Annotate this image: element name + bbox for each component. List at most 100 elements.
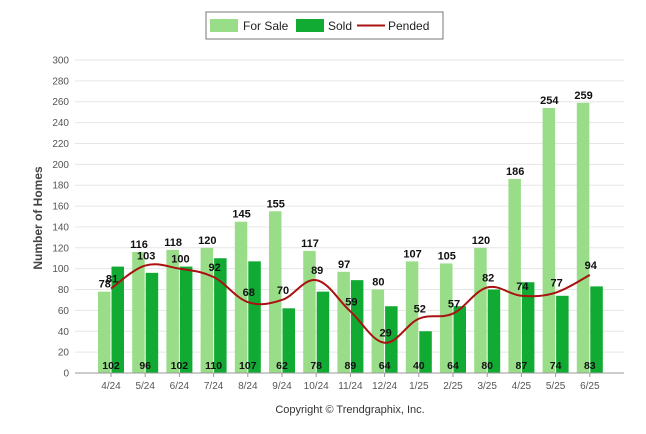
y-tick-label: 100 <box>52 264 69 275</box>
bar-sold <box>350 280 364 373</box>
data-label-sold: 102 <box>102 360 120 372</box>
bar-sold <box>453 306 466 373</box>
bar-sold <box>145 272 159 373</box>
data-label-sold: 89 <box>345 360 357 372</box>
x-tick-label: 1/25 <box>409 381 429 392</box>
pended-line <box>110 263 591 344</box>
x-tick-label: 5/24 <box>135 381 155 392</box>
data-label-pended: 92 <box>208 262 220 274</box>
pended-series-line <box>110 263 591 344</box>
x-tick-label: 5/25 <box>546 381 566 392</box>
data-label-sold: 107 <box>239 360 257 372</box>
x-tick-label: 3/25 <box>477 381 497 392</box>
data-label-pended: 29 <box>379 328 391 340</box>
data-label-pended: 70 <box>277 285 289 297</box>
y-tick-label: 300 <box>52 56 69 67</box>
y-tick-label: 260 <box>52 97 69 108</box>
x-tick-label: 6/25 <box>580 381 600 392</box>
bar-sold <box>248 261 261 373</box>
data-label-pended: 100 <box>171 254 189 266</box>
bar-for-sale <box>371 289 385 373</box>
bar-sold <box>282 308 295 373</box>
x-tick-label: 10/24 <box>304 381 329 392</box>
data-label-pended: 81 <box>106 273 118 285</box>
y-tick-label: 80 <box>58 285 70 296</box>
data-label-pended: 52 <box>414 304 426 316</box>
bar-for-sale <box>132 251 145 373</box>
y-tick-label: 180 <box>52 181 69 192</box>
data-label-for-sale: 186 <box>506 166 524 178</box>
data-label-sold: 78 <box>310 360 322 372</box>
y-tick-label: 240 <box>52 118 69 129</box>
data-label-pended: 103 <box>137 251 155 263</box>
x-tick-label: 12/24 <box>372 381 397 392</box>
y-tick-label: 60 <box>58 306 70 317</box>
y-tick-label: 200 <box>52 160 69 171</box>
y-tick-label: 140 <box>52 222 69 233</box>
bar-for-sale <box>440 263 453 373</box>
bar-for-sale <box>542 107 556 373</box>
copyright: Copyright © Trendgraphix, Inc. <box>275 404 424 416</box>
data-label-for-sale: 107 <box>403 248 421 260</box>
data-label-for-sale: 155 <box>267 198 285 210</box>
bar-sold <box>111 266 124 373</box>
bar-sold <box>385 306 398 373</box>
bar-for-sale <box>269 211 282 373</box>
data-label-for-sale: 259 <box>574 90 592 102</box>
y-tick-label: 280 <box>52 76 69 87</box>
data-label-pended: 57 <box>448 299 460 311</box>
bar-for-sale <box>405 261 419 373</box>
data-label-for-sale: 80 <box>372 277 384 289</box>
data-label-for-sale: 97 <box>338 259 350 271</box>
data-label-sold: 80 <box>481 360 493 372</box>
y-tick-label: 20 <box>58 348 70 359</box>
bar-for-sale <box>337 271 350 373</box>
data-label-for-sale: 116 <box>130 239 148 251</box>
data-label-sold: 102 <box>171 360 189 372</box>
data-label-pended: 59 <box>345 296 357 308</box>
bar-sold <box>556 295 569 373</box>
x-tick-label: 4/25 <box>512 381 532 392</box>
legend-label-for-sale: For Sale <box>243 19 289 33</box>
bar-sold <box>214 258 227 373</box>
legend-box <box>205 11 444 40</box>
data-label-for-sale: 118 <box>164 237 182 249</box>
y-tick-label: 220 <box>52 139 69 150</box>
y-tick-label: 120 <box>52 243 69 254</box>
data-label-pended: 74 <box>516 281 529 293</box>
x-tick-label: 6/24 <box>170 381 190 392</box>
data-label-for-sale: 78 <box>99 279 111 291</box>
y-tick-label: 40 <box>58 327 70 338</box>
bar-sold <box>179 266 193 373</box>
x-tick-label: 11/24 <box>338 381 363 392</box>
data-label-sold: 110 <box>205 360 222 372</box>
data-label-for-sale: 117 <box>301 238 319 250</box>
legend-swatch-for-sale <box>210 19 238 32</box>
x-tick-label: 9/24 <box>272 381 292 392</box>
data-label-sold: 74 <box>550 360 562 372</box>
data-label-pended: 94 <box>585 260 598 272</box>
bar-sold <box>590 286 603 373</box>
data-label-for-sale: 145 <box>232 209 250 221</box>
data-labels: 78 102 116 96 118 102 120 110 145 107 155 62 117 78 97… <box>99 90 598 372</box>
bar-for-sale <box>474 247 487 373</box>
data-label-for-sale: 120 <box>198 235 216 247</box>
data-label-pended: 82 <box>482 272 494 284</box>
x-tick-label: 7/24 <box>204 381 224 392</box>
data-label-sold: 40 <box>413 360 425 372</box>
bar-sold <box>419 331 432 373</box>
data-label-pended: 89 <box>311 265 323 277</box>
bar-for-sale <box>508 178 521 373</box>
data-label-sold: 64 <box>379 360 391 372</box>
x-tick-label: 8/24 <box>238 381 258 392</box>
data-label-sold: 96 <box>139 360 151 372</box>
data-label-sold: 62 <box>276 360 288 372</box>
bar-sold <box>487 289 501 373</box>
data-label-sold: 87 <box>516 360 528 372</box>
data-label-for-sale: 105 <box>438 250 456 262</box>
x-tick-label: 2/25 <box>443 381 463 392</box>
bar-for-sale <box>98 291 111 373</box>
legend-label-sold: Sold <box>328 19 352 33</box>
bar-for-sale <box>166 249 179 373</box>
